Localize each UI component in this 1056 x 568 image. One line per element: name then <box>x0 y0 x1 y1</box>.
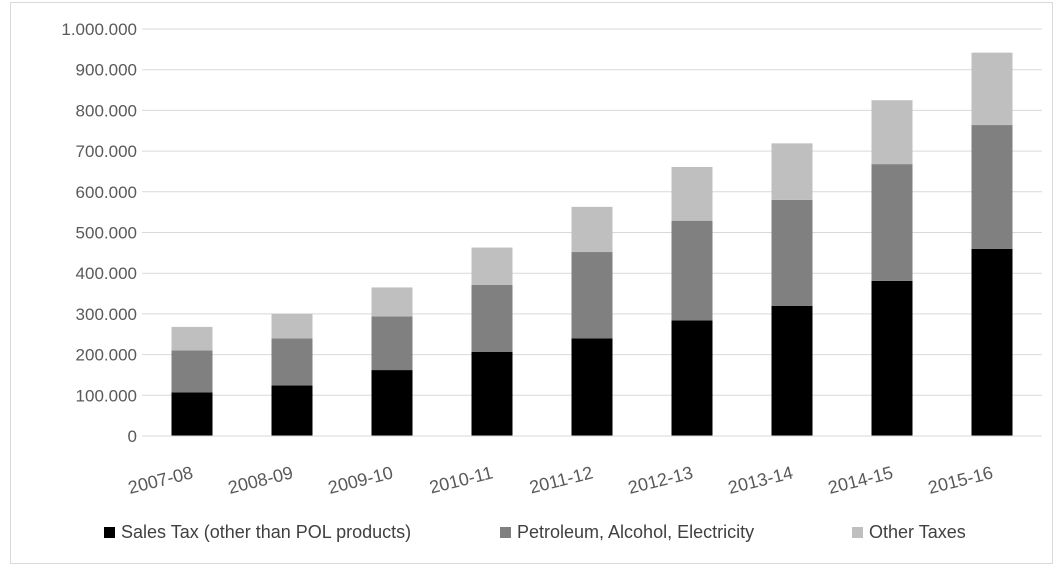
bar-segment <box>471 247 513 286</box>
bar-segment <box>871 280 913 436</box>
bar-segment <box>571 206 613 253</box>
bar-segment <box>871 100 913 165</box>
legend-swatch <box>852 527 863 538</box>
legend: Sales Tax (other than POL products) Petro… <box>104 522 966 542</box>
legend-label: Sales Tax (other than POL products) <box>121 522 411 542</box>
bar-segment <box>271 338 313 386</box>
y-tick-label: 1.000.000 <box>61 20 137 39</box>
legend-swatch <box>104 527 115 538</box>
x-tick-label: 2010-11 <box>427 462 495 497</box>
x-tick-label: 2015-16 <box>926 462 995 497</box>
bar-segment <box>471 351 513 436</box>
bar-segment <box>671 320 713 436</box>
bar-segment <box>171 326 213 351</box>
y-tick-label: 700.000 <box>76 142 137 161</box>
legend-swatch <box>500 527 511 538</box>
bar-segment <box>171 392 213 436</box>
bar-segment <box>871 164 913 281</box>
y-axis: 0 100.000 200.000 300.000 400.000 500.000 600.… <box>61 20 137 446</box>
y-tick-label: 600.000 <box>76 183 137 202</box>
bar-segment <box>571 252 613 339</box>
x-tick-label: 2014-15 <box>826 462 895 497</box>
x-tick-label: 2012-13 <box>626 462 695 497</box>
y-tick-label: 400.000 <box>76 264 137 283</box>
x-tick-label: 2009-10 <box>326 462 395 497</box>
bar-segment <box>471 285 513 352</box>
bar-segment <box>771 199 813 306</box>
y-tick-label: 0 <box>128 427 137 446</box>
bar-segment <box>671 166 713 221</box>
bar-segment <box>771 143 813 200</box>
bar-segment <box>771 305 813 436</box>
x-tick-label: 2008-09 <box>226 462 295 497</box>
y-tick-label: 800.000 <box>76 101 137 120</box>
y-tick-label: 900.000 <box>76 61 137 80</box>
bar-segment <box>371 316 413 371</box>
y-tick-label: 100.000 <box>76 386 137 405</box>
bars <box>171 52 1013 436</box>
legend-label: Other Taxes <box>869 522 966 542</box>
bar-segment <box>371 287 413 317</box>
legend-label: Petroleum, Alcohol, Electricity <box>517 522 754 542</box>
x-tick-label: 2007-08 <box>126 462 195 497</box>
bar-segment <box>271 313 313 339</box>
bar-segment <box>271 385 313 436</box>
x-tick-label: 2013-14 <box>726 462 795 497</box>
bar-segment <box>371 370 413 436</box>
y-tick-label: 300.000 <box>76 305 137 324</box>
bar-segment <box>971 248 1013 436</box>
bar-segment <box>971 125 1013 249</box>
y-tick-label: 200.000 <box>76 346 137 365</box>
y-tick-label: 500.000 <box>76 224 137 243</box>
bar-segment <box>171 350 213 393</box>
x-tick-label: 2011-12 <box>527 462 595 497</box>
x-axis: 2007-08 2008-09 2009-10 2010-11 2011-12 2012-… <box>126 462 995 497</box>
bar-segment <box>671 220 713 321</box>
bar-segment <box>571 338 613 436</box>
bar-segment <box>971 52 1013 126</box>
